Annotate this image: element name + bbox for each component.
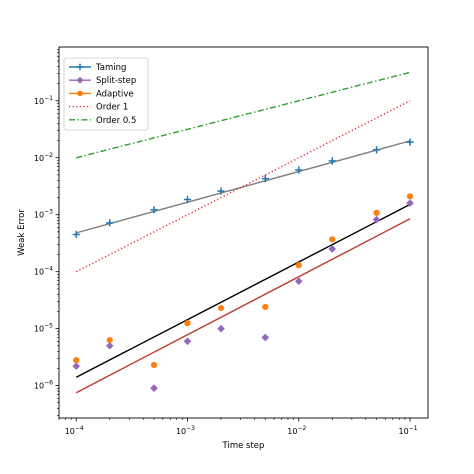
fit-line [75,203,411,378]
y-tick-label: 10−2 [34,152,53,163]
y-tick-label-exponent: −5 [44,323,53,330]
x-tick-label-exponent: −3 [186,425,195,432]
y-tick-label: 10−5 [34,323,53,334]
fit-line [75,218,411,394]
data-point-split-step [261,333,270,342]
data-point-adaptive [295,262,302,269]
x-tick-label: 10−4 [65,425,84,436]
y-axis-label: Weak Error [17,209,27,256]
x-tick-label-exponent: −2 [297,425,306,432]
data-point-taming [150,206,158,214]
y-tick-label-exponent: −1 [44,95,53,102]
legend-marker-split-step [76,76,84,84]
data-point-split-step [372,215,381,224]
y-tick-label-base: 10 [34,211,44,220]
x-tick-label-base: 10 [287,427,297,436]
data-point-taming [217,187,225,195]
legend-box [63,57,149,131]
x-tick-label: 10−3 [176,425,195,436]
y-tick-label-exponent: −6 [44,380,53,387]
data-point-adaptive [262,303,269,311]
legend-marker-adaptive [77,90,83,97]
y-tick-label: 10−6 [34,380,53,391]
legend-label-order-0-5: Order 0.5 [96,116,136,126]
y-tick-label-base: 10 [34,154,44,163]
data-point-split-step [294,277,303,286]
legend-label-order-1: Order 1 [96,103,128,113]
y-tick-label-base: 10 [34,97,44,106]
y-tick-label-base: 10 [34,382,44,391]
y-tick-label-exponent: −4 [44,266,53,273]
data-point-taming [372,146,381,154]
series-line-order-0-5 [76,71,411,159]
data-point-taming [106,219,114,227]
data-point-adaptive [217,304,225,312]
y-tick-label: 10−3 [34,209,53,220]
y-tick-label-exponent: −2 [44,152,53,159]
data-point-adaptive [73,357,80,364]
y-tick-label: 10−4 [34,266,53,277]
data-point-taming [406,138,414,146]
data-point-taming [72,230,80,239]
plot-frame [58,46,429,419]
data-point-split-step [328,245,337,253]
x-tick-label-base: 10 [399,427,409,436]
data-point-adaptive [106,336,113,344]
data-point-split-step [406,199,414,207]
series-line-order-1 [75,100,411,273]
legend-label-taming: Taming [95,63,126,73]
y-tick-label-base: 10 [34,268,44,277]
x-axis-label: Time step [222,441,265,451]
x-tick-label: 10−1 [399,425,418,436]
legend-label-adaptive: Adaptive [96,89,134,99]
data-point-adaptive [406,193,414,200]
data-point-taming [183,195,192,204]
x-tick-label-exponent: −1 [409,425,418,432]
data-point-adaptive [150,361,158,369]
y-tick-label-base: 10 [34,325,44,334]
x-tick-label-exponent: −4 [75,425,84,432]
data-point-split-step [183,337,192,346]
data-point-split-step [105,341,114,350]
data-point-split-step [217,324,225,333]
data-point-split-step [72,362,81,370]
x-tick-label: 10−2 [287,425,306,436]
data-point-adaptive [373,209,380,216]
x-tick-label-base: 10 [176,427,186,436]
data-point-taming [328,157,336,165]
legend-marker-taming [76,63,84,71]
y-tick-label-exponent: −3 [44,209,53,216]
legend-label-split-step: Split-step [96,76,136,86]
data-point-adaptive [329,236,336,243]
data-point-adaptive [184,320,191,327]
data-point-split-step [150,384,158,393]
y-tick-label: 10−1 [34,95,53,106]
data-point-taming [295,166,303,174]
legend: Taming Split-step Adaptive Order 1 Order 0.5 [63,57,149,131]
data-point-taming [261,175,269,183]
tick-layer: 10−4 10−3 10−2 10−110−610−510−410−310−210−1 [34,49,418,436]
plot-layer [72,71,414,394]
x-tick-label-base: 10 [65,427,75,436]
